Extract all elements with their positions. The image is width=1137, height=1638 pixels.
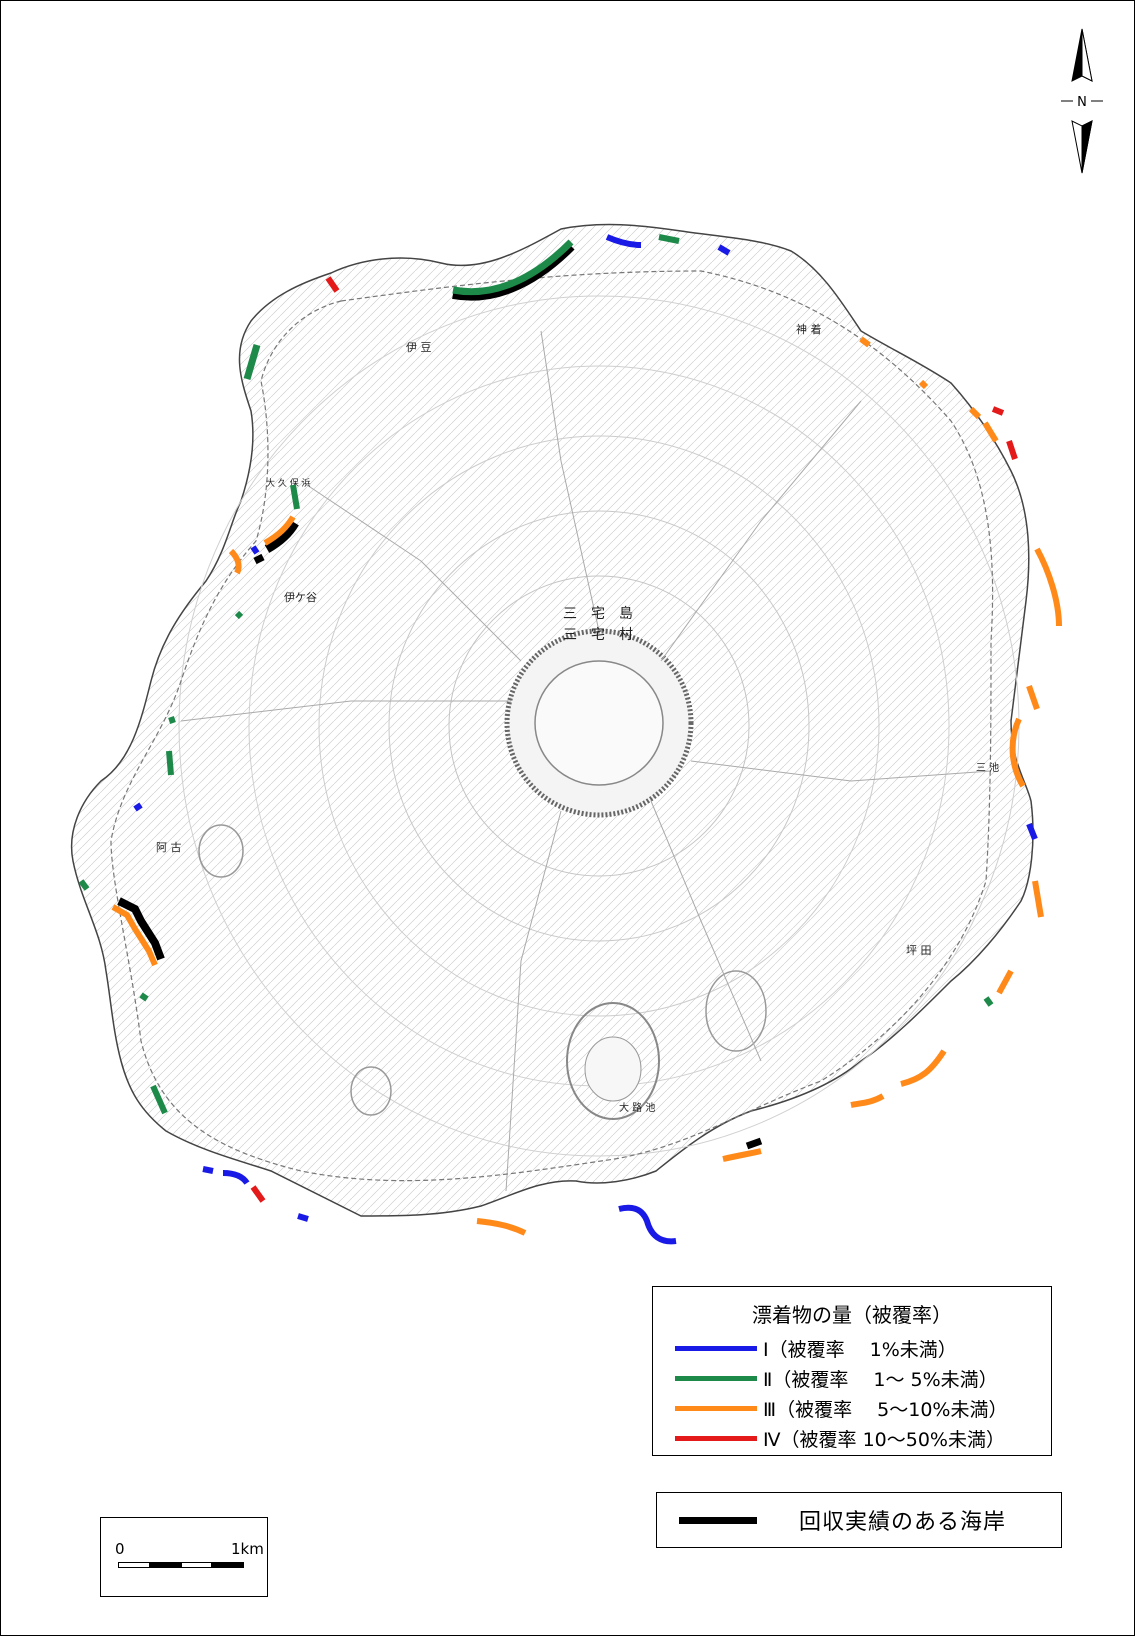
recovery-legend: 回収実績のある海岸 <box>656 1492 1062 1548</box>
coast-segment-class-2 <box>234 610 244 620</box>
coast-segment-class-1 <box>202 1166 214 1174</box>
gully <box>180 700 511 722</box>
coast-segment-class-3 <box>263 515 296 546</box>
coast-segment-class-4 <box>991 406 1005 416</box>
gully <box>505 810 562 1192</box>
coast-segment-class-3 <box>228 548 242 575</box>
scale-bar <box>118 1562 244 1568</box>
legend-swatch-class-4 <box>675 1435 757 1441</box>
recovery-label: 回収実績のある海岸 <box>799 1510 1007 1535</box>
north-arrow-icon: N <box>1061 28 1103 174</box>
scale-start-label: 0 <box>115 1540 125 1558</box>
coast-segment-class-2 <box>168 716 176 724</box>
coast-segment-class-3 <box>996 969 1014 995</box>
place-label-kamitsuki: 神 着 <box>796 322 822 336</box>
place-label-oike: 大 路 池 <box>619 1101 655 1114</box>
legend-label-class-4: Ⅳ（被覆率 10～50%未満） <box>763 1428 1005 1451</box>
oike-crater <box>566 1002 660 1120</box>
debris-legend: 漂着物の量（被覆率） Ⅰ（被覆率 1%未満） Ⅱ（被覆率 1～ 5%未満） Ⅲ（… <box>652 1286 1052 1456</box>
coast-segment-class-2 <box>139 992 149 1002</box>
coast-segment-class-3 <box>900 1049 947 1087</box>
place-label-izu: 伊 豆 <box>406 341 432 354</box>
scale-end-label: 1km <box>231 1540 264 1558</box>
contour-ring <box>318 435 880 1017</box>
place-label-miyake-village: 三 宅 村 <box>563 627 633 643</box>
coast-segment-class-1 <box>618 1204 677 1245</box>
coast-segment-recovered <box>117 897 165 961</box>
coast-segment-recovered <box>745 1137 763 1150</box>
gully <box>660 400 862 662</box>
coast-segment-recovered <box>253 553 265 565</box>
coast-segment-class-1 <box>717 244 731 256</box>
cone-crater <box>350 1066 392 1116</box>
coast-segment-class-2 <box>150 1084 168 1115</box>
coast-segment-class-2 <box>658 234 680 244</box>
gully <box>300 480 522 662</box>
coast-segment-class-2 <box>243 344 261 380</box>
coast-segment-class-3 <box>722 1148 762 1162</box>
legend-label-class-2: Ⅱ（被覆率 1～ 5%未満） <box>763 1368 998 1391</box>
contour-ring <box>448 575 750 877</box>
coast-segment-class-1 <box>133 802 143 812</box>
place-label-ako: 阿 古 <box>156 841 182 854</box>
place-label-tsubota: 坪 田 <box>906 944 932 957</box>
coast-segment-class-1 <box>605 234 642 248</box>
coast-segment-class-2 <box>290 484 300 510</box>
place-label-miike: 三 池 <box>976 761 999 774</box>
coast-segment-class-2 <box>166 750 174 776</box>
coast-segment-class-1 <box>1026 822 1038 841</box>
legend-item-class-4: Ⅳ（被覆率 10～50%未満） <box>675 1423 1005 1453</box>
legend-item-class-1: Ⅰ（被覆率 1%未満） <box>675 1333 957 1363</box>
coast-segment-class-3 <box>111 904 158 967</box>
place-label-okubo: 大 久 保 浜 <box>266 477 311 489</box>
legend-swatch-class-1 <box>675 1345 757 1351</box>
place-label-igaya: 伊ケ谷 <box>284 591 317 604</box>
gully <box>540 330 600 632</box>
coast-segment-class-3 <box>1026 685 1040 710</box>
crater-floor <box>534 660 664 786</box>
coast-segment-recovered <box>264 520 299 553</box>
legend-item-class-3: Ⅲ（被覆率 5～10%未満） <box>675 1393 1007 1423</box>
coast-segment-class-3 <box>1034 547 1062 627</box>
legend-label-class-1: Ⅰ（被覆率 1%未満） <box>763 1338 957 1361</box>
legend-title: 漂着物の量（被覆率） <box>752 1303 952 1327</box>
cone-crater <box>705 970 767 1052</box>
coast-segment-class-4 <box>250 1185 266 1203</box>
coast-segment-class-3 <box>968 406 982 420</box>
recovery-swatch <box>679 1516 757 1524</box>
north-label: N <box>1077 95 1087 110</box>
coast-segment-class-4 <box>325 276 340 293</box>
ring-road <box>110 270 994 1182</box>
legend-swatch-class-2 <box>675 1375 757 1381</box>
legend-swatch-class-3 <box>675 1405 757 1411</box>
coast-segment-class-1 <box>222 1170 250 1185</box>
coast-segments <box>78 234 1062 1245</box>
coast-segment-class-2 <box>452 239 574 296</box>
coast-segment-class-1 <box>297 1213 309 1222</box>
coast-segment-class-2 <box>983 996 994 1007</box>
coast-segment-class-3 <box>1032 880 1044 918</box>
coast-segment-class-3 <box>918 379 929 390</box>
coast-segment-class-4 <box>1006 440 1018 460</box>
coast-segment-class-3 <box>859 336 871 348</box>
legend-label-class-3: Ⅲ（被覆率 5～10%未満） <box>763 1398 1008 1421</box>
place-label-miyakejima: 三 宅 島 <box>563 606 633 622</box>
oike-lake <box>584 1036 642 1102</box>
gully <box>650 800 762 1062</box>
legend-item-class-2: Ⅱ（被覆率 1～ 5%未満） <box>675 1363 998 1393</box>
coast-segment-class-2 <box>78 879 90 891</box>
coast-segment-class-3 <box>476 1218 527 1236</box>
cone-crater <box>198 824 244 878</box>
coast-segment-class-3 <box>850 1093 885 1108</box>
gully <box>690 760 992 782</box>
scale-bar-box: 0 1km <box>100 1517 268 1597</box>
coast-segment-class-1 <box>250 545 260 555</box>
coast-segment-class-3 <box>982 421 999 443</box>
contour-ring <box>388 510 810 942</box>
coast-segment-class-3 <box>1009 717 1026 788</box>
